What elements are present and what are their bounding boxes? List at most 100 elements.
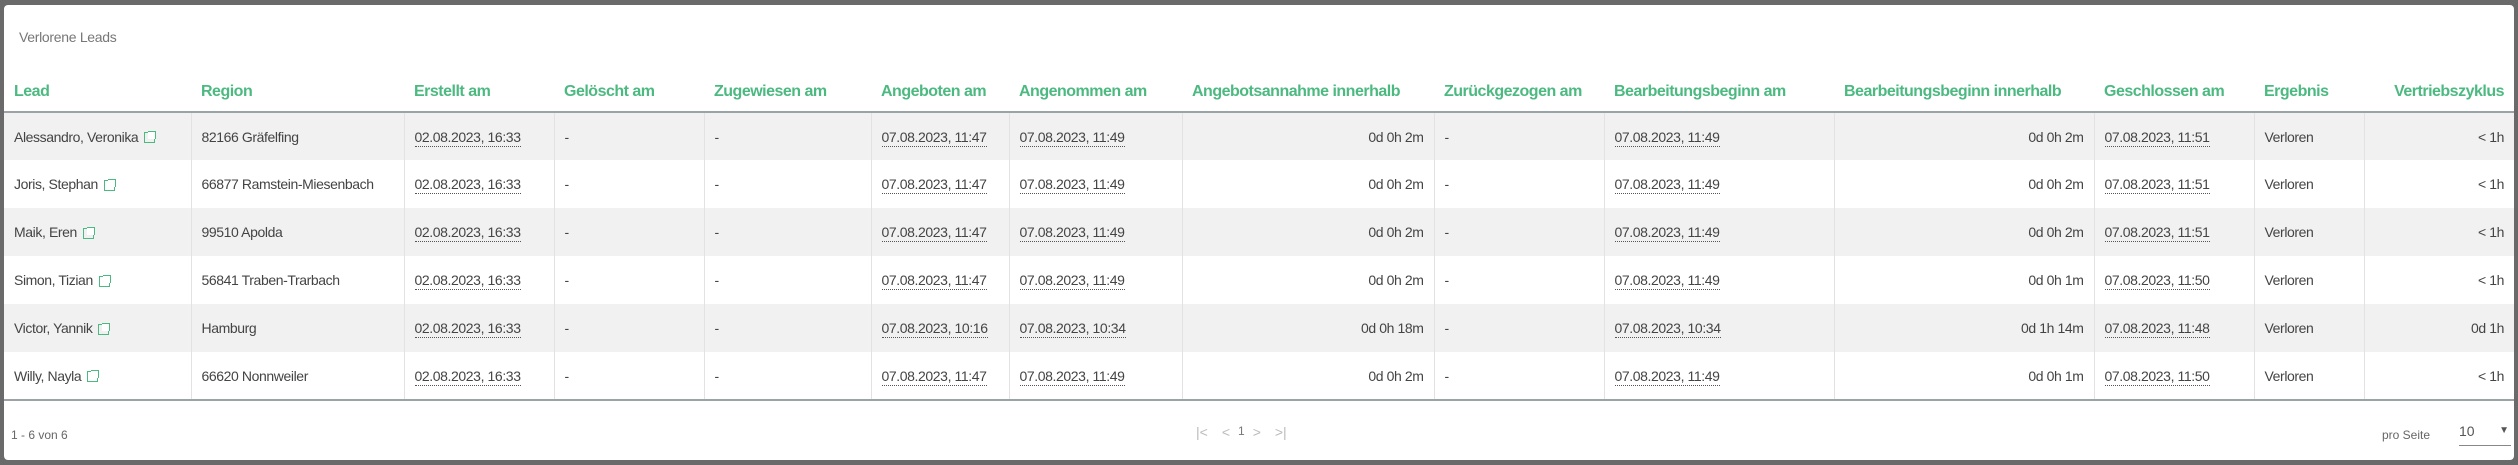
column-header[interactable]: Vertriebszyklus — [2364, 73, 2514, 113]
cell-value: 07.08.2023, 11:49 — [1614, 176, 1720, 194]
table-row: Joris, Stephan 66877 Ramstein-Miesenbach 0… — [4, 160, 2514, 208]
column-header[interactable]: Gelöscht am — [554, 73, 704, 113]
column-header[interactable]: Geschlossen am — [2094, 73, 2254, 113]
table-cell: 02.08.2023, 16:33 — [403, 304, 554, 352]
lead-name: Victor, Yannik — [14, 320, 93, 336]
table-cell: < 1h — [2363, 352, 2514, 401]
cell-value: 07.08.2023, 11:50 — [2104, 367, 2210, 386]
table-cell: 07.08.2023, 10:34 — [1603, 304, 1834, 352]
table-cell: 0d 0h 1m — [1833, 256, 2094, 304]
first-page-button[interactable]: |< — [1196, 424, 1208, 440]
column-header[interactable]: Angebotsannahme innerhalb — [1182, 73, 1434, 113]
cell-value: 0d 0h 2m — [2028, 128, 2084, 145]
column-header[interactable]: Erstellt am — [404, 73, 554, 113]
table-cell: - — [553, 208, 704, 256]
table-cell: Alessandro, Veronika — [4, 112, 191, 160]
table-cell: 02.08.2023, 16:33 — [403, 208, 554, 256]
column-header[interactable]: Zurückgezogen am — [1434, 73, 1604, 113]
cell-value: 02.08.2023, 16:33 — [414, 367, 521, 386]
table-cell: - — [703, 256, 871, 304]
cell-value: - — [1444, 320, 1450, 336]
cell-value: 0d 1h — [2470, 320, 2504, 336]
cell-value: < 1h — [2477, 176, 2504, 192]
table-cell: 07.08.2023, 11:47 — [870, 112, 1009, 160]
table-cell: - — [1433, 112, 1604, 160]
external-link-icon[interactable] — [82, 226, 95, 239]
table-row: Willy, Nayla 66620 Nonnweiler 02.08.2023, … — [4, 352, 2514, 401]
cell-value: 07.08.2023, 11:47 — [881, 367, 987, 386]
table-cell: < 1h — [2363, 208, 2514, 256]
cell-value: - — [1444, 367, 1450, 384]
cell-value: 07.08.2023, 11:47 — [881, 272, 987, 290]
per-page-value: 10 — [2459, 423, 2475, 439]
cell-value: 0d 0h 18m — [1360, 320, 1424, 336]
leads-table: Lead Region Erstellt am Gelöscht am Zugewies… — [4, 73, 2514, 401]
table-cell: Joris, Stephan — [4, 160, 191, 208]
table-cell: 0d 0h 2m — [1181, 208, 1434, 256]
external-link-icon[interactable] — [98, 322, 111, 335]
cell-value: - — [1444, 272, 1450, 288]
table-cell: 07.08.2023, 11:47 — [870, 256, 1009, 304]
cell-value: 07.08.2023, 11:51 — [2104, 176, 2210, 194]
external-link-icon[interactable] — [144, 131, 157, 144]
cell-value: - — [564, 176, 570, 192]
table-cell: 07.08.2023, 11:49 — [1603, 160, 1834, 208]
column-header[interactable]: Angeboten am — [871, 73, 1009, 113]
column-header[interactable]: Zugewiesen am — [704, 73, 871, 113]
table-cell: 0d 0h 2m — [1833, 112, 2094, 160]
column-header[interactable]: Angenommen am — [1009, 73, 1182, 113]
cell-value: 0d 0h 2m — [2028, 176, 2084, 192]
table-cell: 07.08.2023, 11:49 — [1008, 352, 1182, 401]
table-cell: - — [553, 352, 704, 401]
cell-value: 0d 0h 2m — [1368, 367, 1424, 384]
table-cell: 07.08.2023, 10:34 — [1008, 304, 1182, 352]
table-cell: - — [553, 256, 704, 304]
cell-value: 07.08.2023, 11:49 — [1614, 367, 1720, 386]
column-header[interactable]: Bearbeitungsbeginn innerhalb — [1834, 73, 2094, 113]
external-link-icon[interactable] — [103, 178, 116, 191]
column-header[interactable]: Region — [191, 73, 404, 113]
cell-value: 0d 1h 14m — [2020, 320, 2084, 336]
table-cell: 0d 1h 14m — [1833, 304, 2094, 352]
range-label: 1 - 6 von 6 — [11, 428, 68, 442]
table-cell: - — [703, 160, 871, 208]
external-link-icon[interactable] — [87, 370, 100, 383]
last-page-button[interactable]: >| — [1274, 424, 1287, 440]
column-header[interactable]: Lead — [4, 73, 191, 113]
column-header[interactable]: Ergebnis — [2254, 73, 2364, 113]
per-page-select[interactable]: 10 ▼ — [2459, 423, 2511, 446]
table-cell: 07.08.2023, 11:51 — [2093, 208, 2254, 256]
cell-value: Verloren — [2264, 128, 2314, 145]
lost-leads-dialog: Verlorene Leads Lead Region Erstellt am Gel… — [4, 5, 2514, 460]
table-cell: 07.08.2023, 11:51 — [2093, 160, 2254, 208]
cell-value: - — [564, 367, 570, 384]
table-cell: - — [1433, 304, 1604, 352]
table-cell: Verloren — [2253, 208, 2364, 256]
cell-value: - — [564, 224, 570, 240]
cell-value: 66620 Nonnweiler — [201, 367, 309, 384]
cell-value: 07.08.2023, 11:49 — [1019, 272, 1125, 290]
next-page-button[interactable]: > — [1252, 424, 1261, 440]
table-cell: Victor, Yannik — [4, 304, 191, 352]
cell-value: - — [714, 176, 720, 192]
cell-value: 02.08.2023, 16:33 — [414, 176, 521, 194]
table-cell: < 1h — [2363, 160, 2514, 208]
table-cell: < 1h — [2363, 112, 2514, 160]
cell-value: 07.08.2023, 11:47 — [881, 176, 987, 194]
prev-page-button[interactable]: < — [1221, 424, 1230, 440]
cell-value: 0d 0h 2m — [1368, 224, 1424, 240]
cell-value: 07.08.2023, 11:49 — [1614, 272, 1720, 290]
pagination: |< < 1 > >| — [1196, 424, 1287, 440]
cell-value: 07.08.2023, 10:16 — [881, 320, 988, 338]
dialog-title: Verlorene Leads — [19, 29, 117, 45]
table-cell: 07.08.2023, 11:49 — [1603, 112, 1834, 160]
table-cell: 07.08.2023, 11:47 — [870, 208, 1009, 256]
column-header[interactable]: Bearbeitungsbeginn am — [1604, 73, 1834, 113]
external-link-icon[interactable] — [98, 274, 111, 287]
cell-value: 07.08.2023, 11:49 — [1019, 176, 1125, 194]
table-cell: 66877 Ramstein-Miesenbach — [190, 160, 404, 208]
dropdown-arrow-icon: ▼ — [2499, 425, 2509, 436]
cell-value: 0d 0h 1m — [2028, 272, 2084, 288]
table-row: Alessandro, Veronika 82166 Gräfelfing 02.0… — [4, 112, 2514, 160]
table-cell: 0d 0h 2m — [1181, 160, 1434, 208]
